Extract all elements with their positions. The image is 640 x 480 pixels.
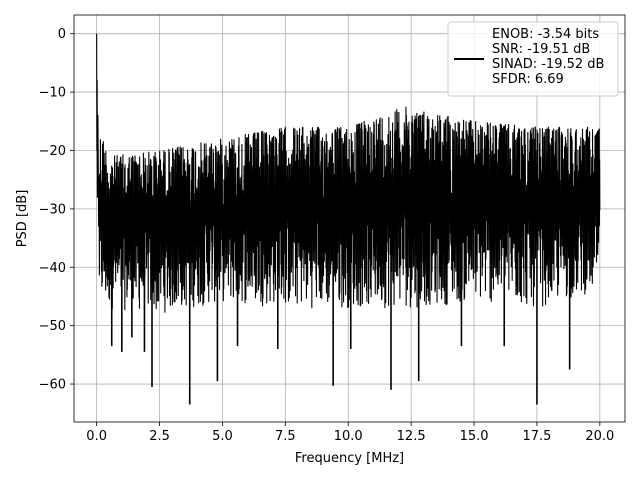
y-axis-label: PSD [dB]	[15, 190, 30, 248]
y-tick-label: −30	[39, 202, 66, 217]
y-tick-label: −20	[39, 144, 66, 159]
y-tick-label: 0	[58, 27, 66, 42]
legend-line-enob: ENOB: -3.54 bits	[492, 27, 599, 42]
legend-line-sinad: SINAD: -19.52 dB	[492, 57, 604, 72]
legend-line-snr: SNR: -19.51 dB	[492, 42, 590, 57]
x-tick-label: 2.5	[149, 429, 170, 444]
y-tick-label: −40	[39, 261, 66, 276]
x-tick-label: 20.0	[585, 429, 614, 444]
y-tick-label: −50	[39, 319, 66, 334]
y-axis: 0 −10 −20 −30 −40 −50 −60	[39, 27, 74, 393]
x-axis: 0.0 2.5 5.0 7.5 10.0 12.5 15.0 17.5 20.0	[86, 422, 614, 444]
x-tick-label: 5.0	[212, 429, 233, 444]
x-tick-label: 12.5	[397, 429, 426, 444]
plot-frame	[73, 14, 626, 423]
legend: ENOB: -3.54 bits SNR: -19.51 dB SINAD: -…	[447, 21, 619, 97]
legend-box	[447, 21, 619, 97]
psd-series-line	[96, 33, 601, 313]
legend-line-sfdr: SFDR: 6.69	[492, 72, 564, 87]
x-axis-label: Frequency [MHz]	[295, 451, 404, 466]
x-tick-label: 15.0	[460, 429, 489, 444]
x-tick-label: 17.5	[522, 429, 551, 444]
x-tick-label: 7.5	[275, 429, 296, 444]
series-layer	[96, 33, 601, 405]
y-tick-label: −10	[39, 86, 66, 101]
y-tick-label: −60	[39, 378, 66, 393]
x-tick-label: 10.0	[334, 429, 363, 444]
x-tick-label: 0.0	[86, 429, 107, 444]
